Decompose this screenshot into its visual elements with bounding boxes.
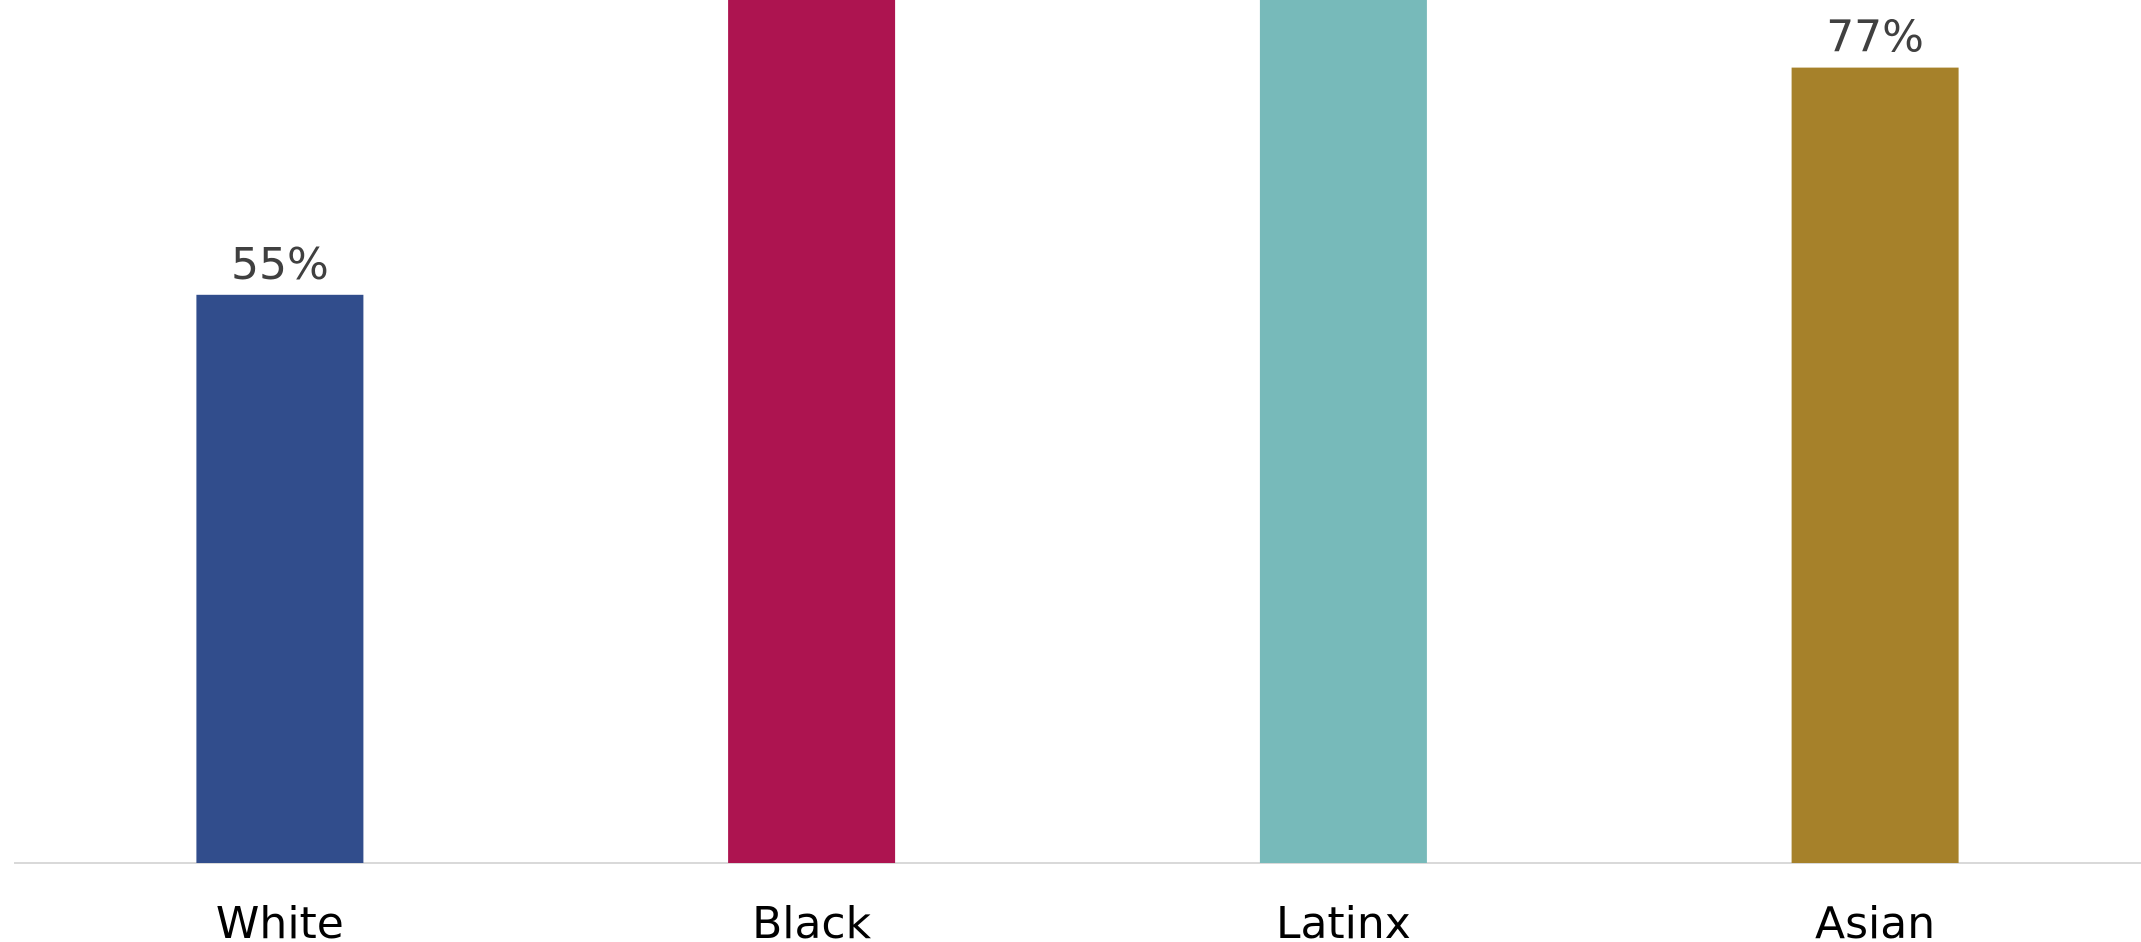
value-labels-group: 55%85%88%77% xyxy=(231,12,1924,290)
category-label-latinx: Latinx xyxy=(1276,898,1411,942)
bars-group xyxy=(196,0,1959,864)
category-labels-group: White Black Latinx Asian xyxy=(216,898,1935,942)
category-label-black: Black xyxy=(752,898,872,942)
bar-asian xyxy=(1791,67,1959,864)
category-label-asian: Asian xyxy=(1815,898,1935,942)
value-label-white: 55% xyxy=(231,239,329,290)
bar-latinx xyxy=(1259,0,1427,863)
value-label-asian: 77% xyxy=(1826,12,1924,63)
category-label-white: White xyxy=(216,898,344,942)
bar-black xyxy=(728,0,896,863)
bar-white xyxy=(196,294,364,863)
